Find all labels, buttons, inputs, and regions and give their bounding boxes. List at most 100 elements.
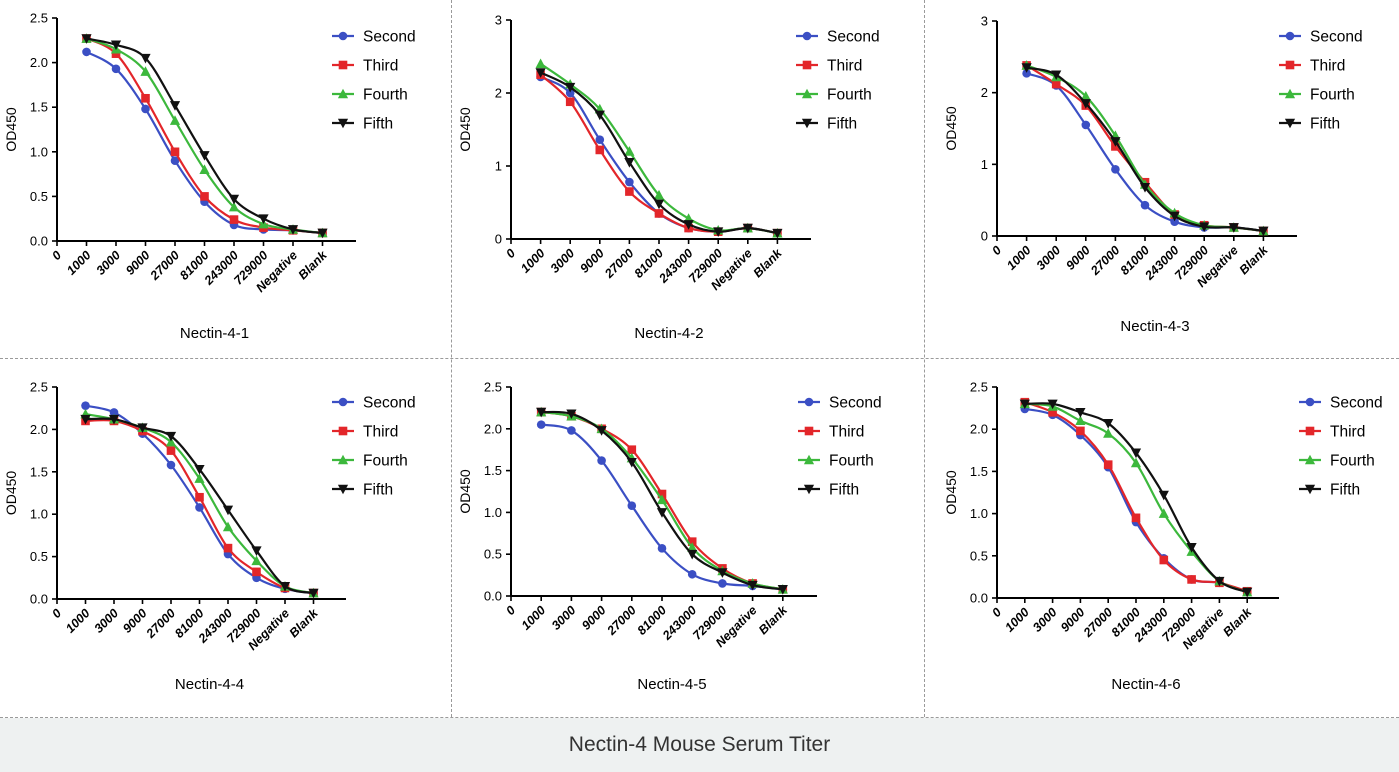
y-tick-label: 0.5 bbox=[30, 549, 48, 564]
data-point-second bbox=[565, 88, 575, 98]
legend-marker-third bbox=[338, 426, 348, 436]
y-tick-label: 0.0 bbox=[30, 592, 48, 607]
legend-label-fourth: Fourth bbox=[1330, 453, 1375, 470]
legend-marker-fifth bbox=[337, 484, 349, 495]
chart-panel-4: 0.0 0.5 1.0 1.5 2.0 2.5 OD450 0 1000 3000 9000 2700… bbox=[0, 359, 451, 717]
data-point-second bbox=[1081, 120, 1091, 130]
data-point-fourth bbox=[687, 542, 698, 552]
legend-marker-second bbox=[338, 397, 348, 407]
data-point-third bbox=[1048, 408, 1057, 417]
y-tick-label: 0.0 bbox=[484, 589, 502, 604]
data-point-third bbox=[627, 445, 637, 454]
y-tick-label: 3 bbox=[981, 14, 988, 29]
legend-label-fifth: Fifth bbox=[363, 482, 393, 499]
data-point-fifth bbox=[535, 68, 546, 78]
data-point-third bbox=[1131, 513, 1141, 523]
data-point-second bbox=[597, 456, 606, 465]
y-tick-label: 2.0 bbox=[484, 421, 502, 436]
y-axis-label: OD450 bbox=[943, 106, 959, 151]
data-point-fifth bbox=[1199, 222, 1210, 232]
legend-marker-fourth bbox=[801, 88, 813, 99]
x-tick-label: 1000 bbox=[64, 248, 94, 278]
data-point-fourth bbox=[1080, 90, 1091, 101]
y-axis-label: OD450 bbox=[457, 107, 473, 152]
data-point-fifth bbox=[1242, 587, 1253, 598]
legend-marker-second bbox=[802, 31, 812, 41]
x-tick-label: 3000 bbox=[549, 603, 579, 633]
data-point-fourth bbox=[169, 115, 181, 125]
data-point-fifth bbox=[317, 228, 328, 239]
x-tick-label: 1000 bbox=[518, 246, 548, 276]
x-tick-label: Blank bbox=[756, 602, 791, 637]
series-fourth bbox=[81, 33, 328, 238]
x-tick-label: 27000 bbox=[604, 603, 639, 638]
data-point-fifth bbox=[1158, 490, 1169, 501]
y-tick-label: 1.5 bbox=[970, 464, 988, 479]
legend-marker-second bbox=[1285, 31, 1295, 41]
legend-marker-fifth bbox=[337, 118, 349, 129]
data-point-fifth bbox=[626, 457, 637, 468]
data-point-fourth bbox=[222, 521, 234, 532]
legend-label-third: Third bbox=[1330, 424, 1365, 441]
data-point-second bbox=[1111, 165, 1120, 174]
y-tick-label: 0.5 bbox=[30, 189, 48, 204]
y-tick-label: 2.5 bbox=[30, 380, 48, 395]
legend-label-third: Third bbox=[363, 424, 398, 441]
data-point-third bbox=[625, 187, 634, 196]
legend-marker-fourth bbox=[803, 454, 815, 465]
data-point-second bbox=[567, 426, 576, 435]
legend: Second Third Fourth Fifth bbox=[1299, 395, 1383, 499]
data-point-third bbox=[1051, 79, 1061, 89]
chart-title: Nectin-4-3 bbox=[1120, 318, 1189, 335]
y-tick-label: 1.0 bbox=[484, 505, 502, 520]
data-point-fifth bbox=[1169, 211, 1180, 222]
series-fifth bbox=[535, 68, 783, 239]
legend-label-second: Second bbox=[1310, 29, 1363, 46]
data-point-fifth bbox=[1228, 223, 1239, 233]
data-point-third bbox=[223, 543, 233, 553]
data-point-fifth bbox=[747, 580, 758, 591]
legend-marker-second bbox=[804, 397, 814, 407]
chart-panel-5: 0.0 0.5 1.0 1.5 2.0 2.5 OD450 0 1000 3000 9000 2700… bbox=[452, 359, 924, 717]
data-point-second bbox=[1140, 200, 1150, 210]
legend: Second Third Fourth Fifth bbox=[798, 395, 882, 499]
y-tick-label: 0.0 bbox=[970, 591, 988, 606]
legend-label-third: Third bbox=[1310, 58, 1345, 75]
legend-label-fourth: Fourth bbox=[827, 87, 872, 104]
series-line-fifth bbox=[1024, 402, 1248, 594]
data-point-fifth bbox=[536, 407, 547, 418]
x-tick-label: 1000 bbox=[63, 606, 93, 636]
legend: Second Third Fourth Fifth bbox=[796, 29, 880, 133]
x-tick-label: 0 bbox=[49, 606, 64, 621]
x-tick-label: 0 bbox=[49, 248, 64, 263]
data-point-second bbox=[657, 544, 667, 553]
y-tick-label: 1.0 bbox=[30, 144, 48, 159]
data-point-fifth bbox=[1080, 99, 1091, 109]
x-tick-label: 27000 bbox=[143, 606, 178, 641]
legend-marker-third bbox=[1305, 426, 1315, 436]
series-fifth bbox=[1021, 63, 1269, 237]
legend-label-second: Second bbox=[363, 395, 416, 412]
data-point-fifth bbox=[1103, 418, 1114, 429]
legend-label-fifth: Fifth bbox=[1310, 116, 1340, 133]
data-point-second bbox=[81, 401, 90, 410]
y-tick-label: 3 bbox=[495, 13, 502, 28]
data-point-fifth bbox=[1047, 399, 1058, 410]
chart-title: Nectin-4-5 bbox=[637, 676, 706, 693]
legend-label-fourth: Fourth bbox=[363, 453, 408, 470]
legend-marker-fifth bbox=[803, 484, 815, 495]
data-point-fifth bbox=[279, 581, 291, 592]
data-point-third bbox=[111, 49, 121, 58]
data-point-fourth bbox=[656, 494, 668, 505]
data-point-fourth bbox=[624, 146, 635, 156]
series-fourth bbox=[1019, 398, 1253, 597]
data-point-second bbox=[109, 408, 119, 417]
data-point-fifth bbox=[251, 546, 262, 556]
y-axis-label: OD450 bbox=[3, 471, 19, 516]
data-point-fifth bbox=[199, 151, 210, 161]
x-tick-label: Blank bbox=[1220, 604, 1255, 639]
x-tick-label: 0 bbox=[503, 246, 518, 261]
chart-title: Nectin-4-2 bbox=[634, 325, 703, 342]
